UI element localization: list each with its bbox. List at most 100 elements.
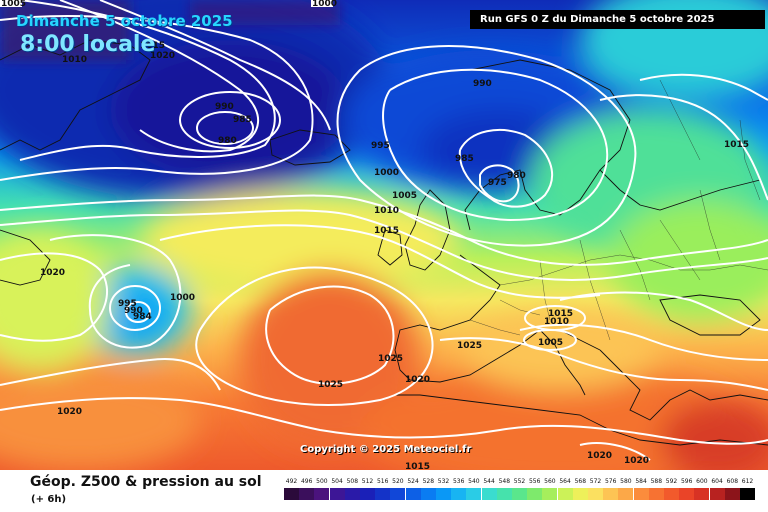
legend-label: 552	[513, 478, 526, 485]
legend-swatch	[496, 488, 512, 500]
legend-swatch	[648, 488, 664, 500]
isobars	[0, 0, 768, 460]
isobar-label: 1010	[62, 55, 87, 65]
copyright-notice: Copyright © 2025 Meteociel.fr	[300, 444, 472, 455]
legend-label: 576	[604, 478, 617, 485]
forecast-date: Dimanche 5 octobre 2025	[16, 12, 233, 30]
legend-label: 596	[680, 478, 693, 485]
legend-swatch	[588, 488, 603, 500]
legend-label: 540	[468, 478, 480, 485]
isobar-label: 975	[488, 178, 507, 188]
legend-swatch	[618, 488, 634, 500]
isobar-label: 984	[133, 312, 152, 322]
isobar-label: 1020	[150, 51, 175, 61]
isobar-label: 1025	[318, 380, 343, 390]
forecast-time: 8:00 locale	[20, 32, 156, 57]
legend-swatch	[390, 488, 406, 500]
isobar-label: 1025	[457, 341, 482, 351]
legend-label: 528	[422, 478, 435, 485]
legend-swatch	[420, 488, 436, 500]
legend-swatch	[512, 488, 527, 500]
coastlines	[0, 39, 768, 446]
legend-swatch	[329, 488, 345, 500]
legend-label: 516	[376, 478, 389, 485]
isobar-label: 1000	[374, 168, 399, 178]
isobar-label: 1015	[140, 41, 165, 51]
legend-swatch	[603, 488, 619, 500]
legend-swatch	[466, 488, 482, 500]
forecast-step: (+ 6h)	[31, 494, 67, 505]
legend-label: 500	[316, 478, 328, 485]
legend-swatch	[284, 488, 299, 500]
legend-swatch	[633, 488, 649, 500]
legend-label: 608	[726, 478, 739, 485]
legend-label: 508	[346, 478, 359, 485]
isobar-label: 1020	[57, 407, 82, 417]
isobar-label: 995	[371, 141, 390, 151]
isobar-label: 1015	[405, 462, 430, 470]
legend-swatch	[572, 488, 588, 500]
isobar-label: 985	[233, 115, 252, 125]
isobar-label: 1025	[378, 354, 403, 364]
legend-swatch	[344, 488, 360, 500]
legend-swatch	[709, 488, 725, 500]
isobar-label: 985	[455, 154, 474, 164]
legend-label: 544	[483, 478, 495, 485]
legend-swatch	[360, 488, 375, 500]
weather-map: 1005 1000 1015 1020 1010 990 985 980 990…	[0, 0, 768, 470]
legend-swatch	[664, 488, 679, 500]
legend-label: 548	[498, 478, 511, 485]
isobar-label: 1005	[1, 0, 26, 9]
isobar-label: 990	[473, 79, 492, 89]
isobar-label: 1020	[40, 268, 65, 278]
run-info-banner: Run GFS 0 Z du Dimanche 5 octobre 2025	[470, 10, 765, 29]
isobar-label: 990	[215, 102, 234, 112]
isobar-label: 1005	[392, 191, 417, 201]
isobar-label: 1010	[374, 206, 399, 216]
legend-label: 600	[696, 478, 708, 485]
isobar-label: 995	[118, 299, 137, 309]
legend-swatch	[314, 488, 330, 500]
legend-label: 556	[528, 478, 541, 485]
isobar-label: 1015	[374, 226, 399, 236]
legend-label: 524	[407, 478, 419, 485]
legend-swatch	[724, 488, 740, 500]
legend-label: 580	[620, 478, 632, 485]
legend-label: 496	[300, 478, 313, 485]
legend-swatch	[481, 488, 497, 500]
legend-swatch	[405, 488, 421, 500]
isobar-label: 1000	[312, 0, 337, 9]
isobar-label: 1015	[548, 309, 573, 319]
isobar-label: 1020	[405, 375, 430, 385]
isobar-label: 980	[218, 136, 237, 146]
legend-swatch	[375, 488, 391, 500]
legend-label: 512	[361, 478, 374, 485]
legend-label: 560	[544, 478, 556, 485]
isobar-label: 1005	[538, 338, 563, 348]
legend-label: 592	[665, 478, 678, 485]
legend-label: 532	[437, 478, 450, 485]
isobar-label: 1020	[587, 451, 612, 461]
isobar-label: 1015	[724, 140, 749, 150]
legend-swatch	[740, 488, 755, 500]
map-title: Géop. Z500 & pression au sol	[30, 474, 262, 490]
legend-swatch	[694, 488, 710, 500]
geopotential-blobs	[0, 0, 768, 470]
legend-label: 572	[589, 478, 602, 485]
legend-swatch	[679, 488, 695, 500]
legend-swatch	[542, 488, 558, 500]
isobar-label: 1000	[170, 293, 195, 303]
legend-label: 612	[741, 478, 754, 485]
isobar-label: 1020	[624, 456, 649, 466]
isobar-labels: 1005 1000 1015 1020 1010 990 985 980 990…	[0, 0, 749, 470]
legend-label: 604	[711, 478, 723, 485]
map-canvas: 1005 1000 1015 1020 1010 990 985 980 990…	[0, 0, 768, 470]
legend-swatch	[451, 488, 467, 500]
legend-label: 588	[650, 478, 663, 485]
isobar-label: 980	[507, 171, 526, 181]
map-footer: Géop. Z500 & pression au sol (+ 6h) 492 4…	[0, 470, 768, 512]
legend-label: 520	[392, 478, 404, 485]
legend-label: 584	[635, 478, 647, 485]
legend-swatch	[557, 488, 573, 500]
